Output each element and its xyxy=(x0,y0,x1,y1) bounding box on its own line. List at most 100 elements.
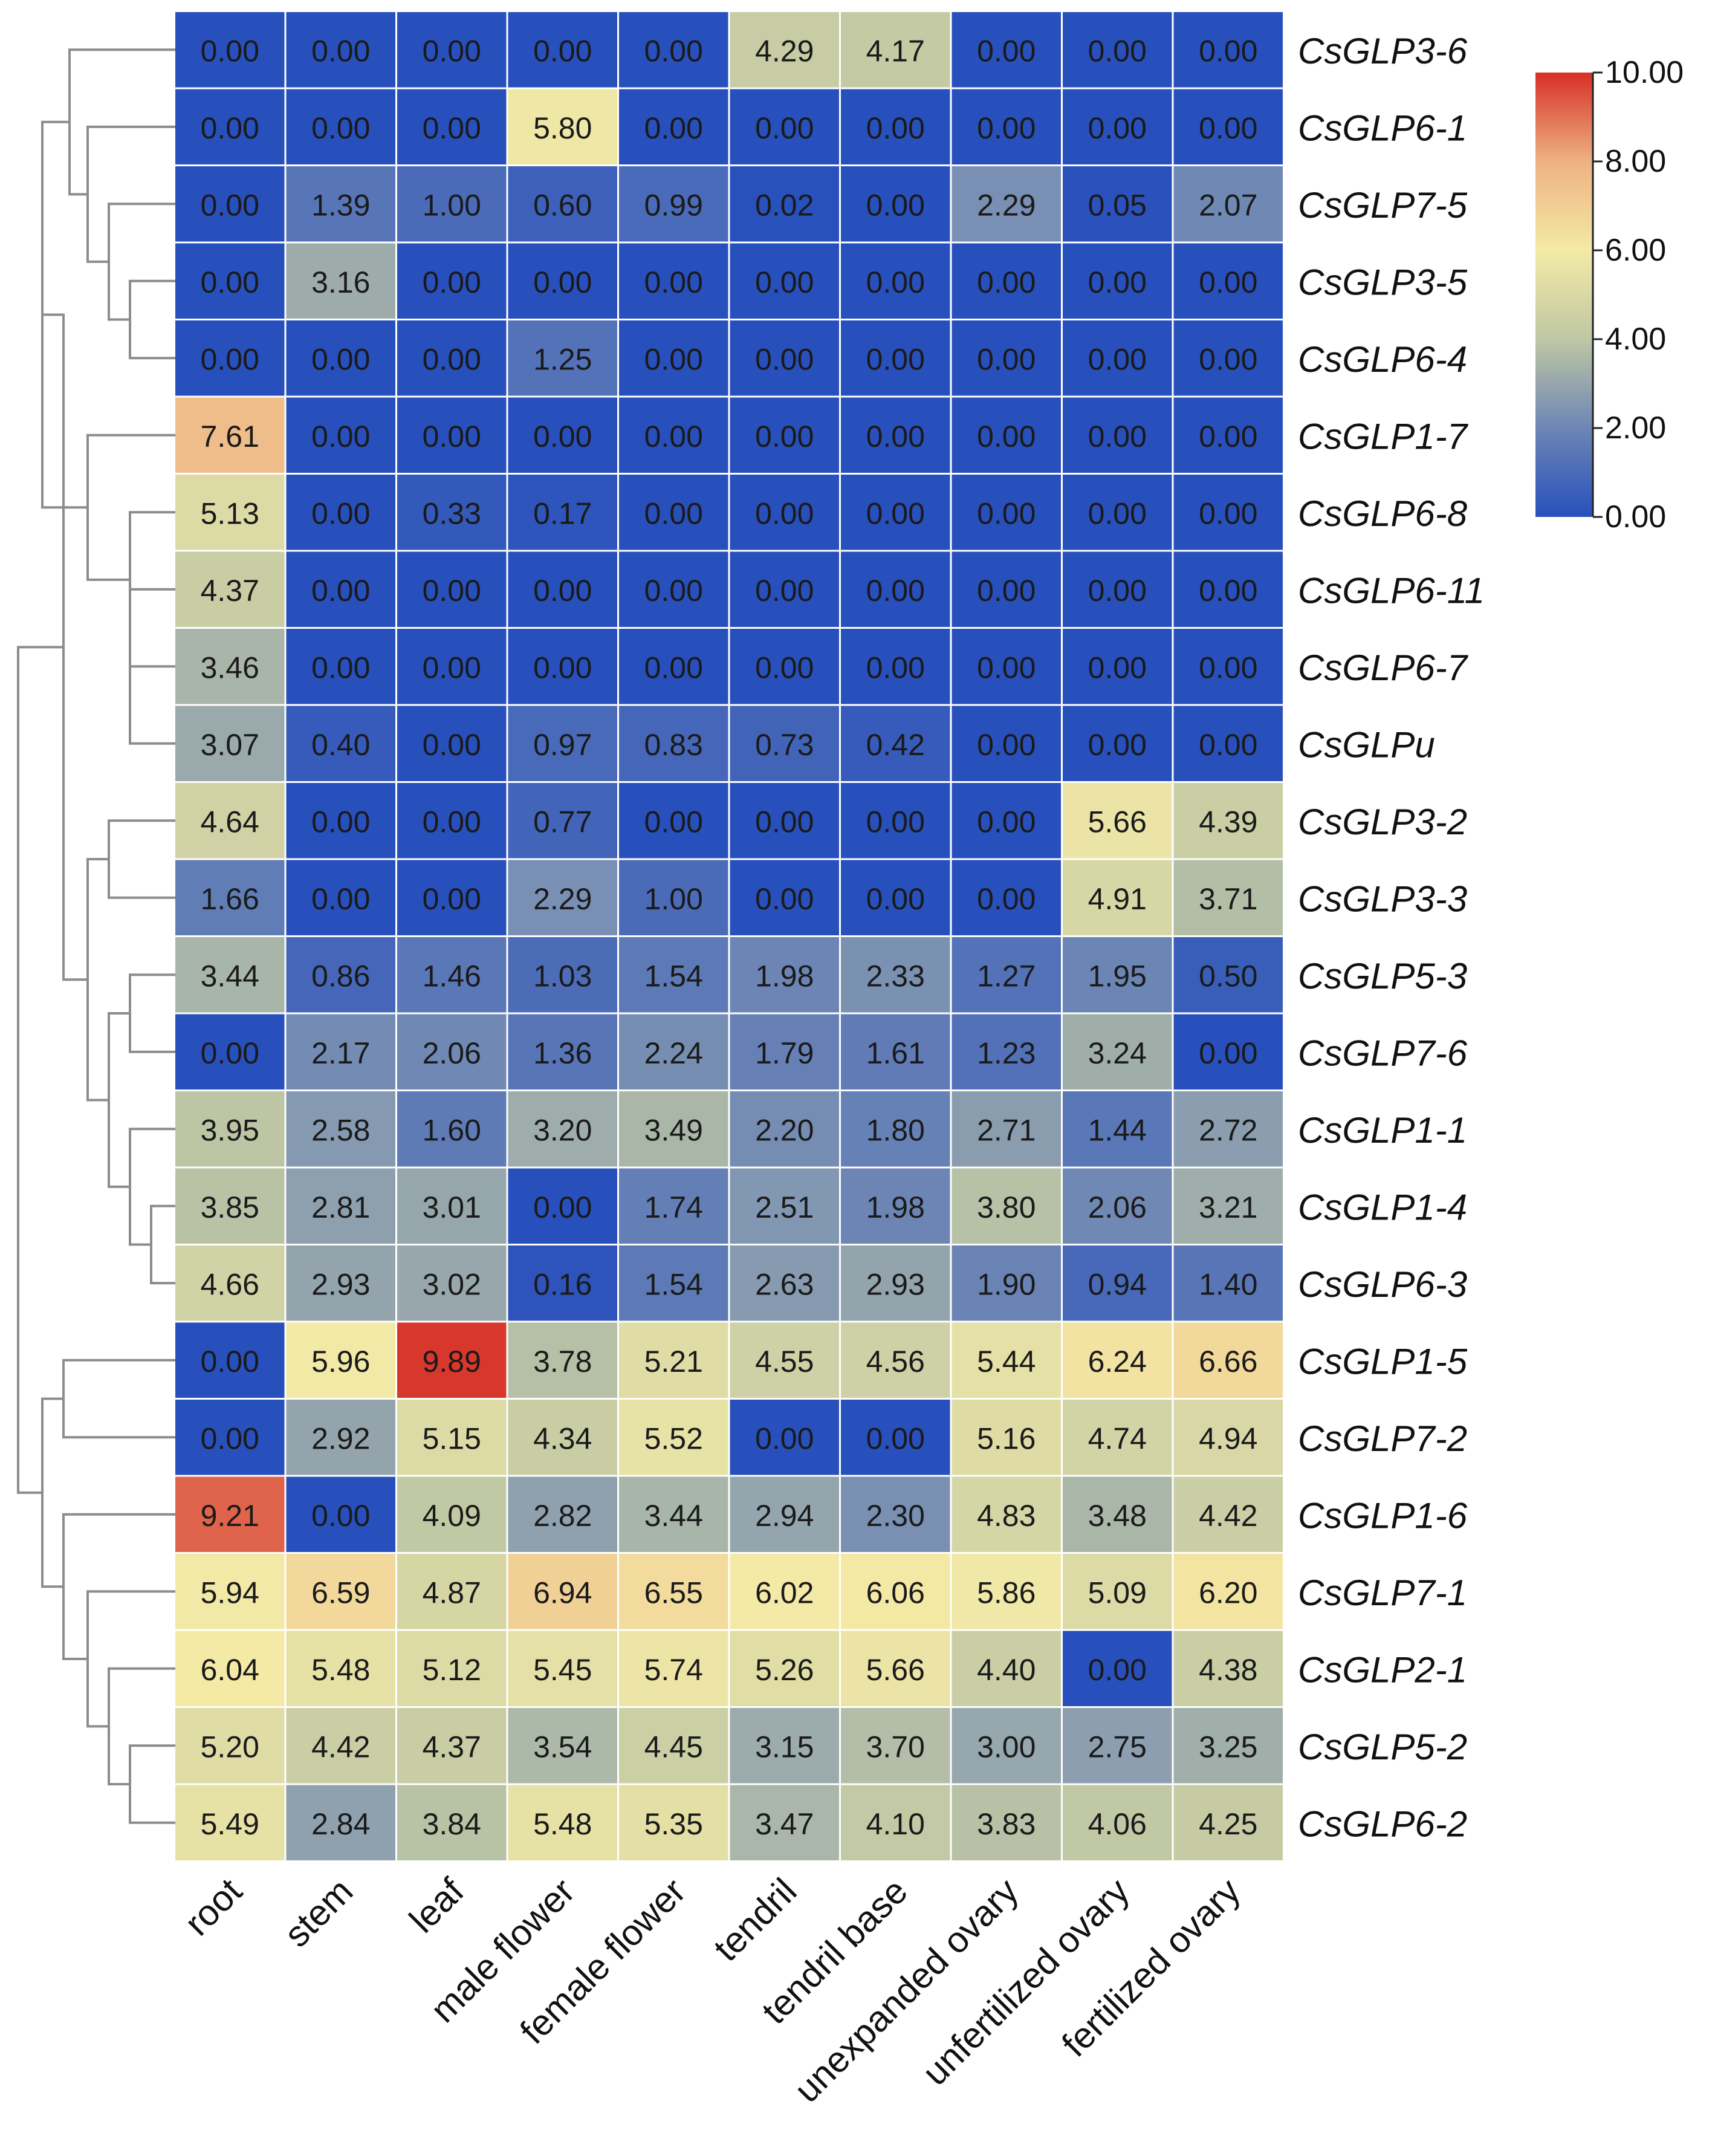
cell-value-label: 5.20 xyxy=(201,1730,259,1764)
cell-value-label: 0.00 xyxy=(1088,34,1147,68)
cell-value-label: 2.30 xyxy=(866,1499,925,1533)
heatmap-cell xyxy=(730,1014,839,1089)
cell-value-label: 0.94 xyxy=(1088,1267,1147,1301)
cell-value-label: 5.52 xyxy=(644,1421,703,1455)
cell-value-label: 0.00 xyxy=(977,651,1036,684)
cell-value-label: 2.84 xyxy=(311,1807,370,1841)
heatmap-cell xyxy=(841,1014,950,1089)
column-label: stem xyxy=(276,1871,360,1955)
cell-value-label: 2.71 xyxy=(977,1113,1036,1147)
cell-value-label: 3.85 xyxy=(201,1190,259,1224)
dendrogram-branch xyxy=(41,1397,63,1588)
heatmap-cell xyxy=(952,551,1061,627)
heatmap-cell xyxy=(730,12,839,88)
heatmap-cell xyxy=(841,1708,950,1784)
heatmap-cell xyxy=(175,1014,285,1089)
cell-value-label: 0.83 xyxy=(644,728,703,762)
cell-value-label: 0.00 xyxy=(866,1421,925,1455)
dendrogram-branch xyxy=(108,203,175,321)
heatmap-cell xyxy=(1063,783,1172,859)
cell-value-label: 3.07 xyxy=(201,728,259,762)
cell-value-label: 1.80 xyxy=(866,1113,925,1147)
heatmap-cell xyxy=(1173,1168,1283,1244)
heatmap-cell xyxy=(286,243,395,319)
cell-value-label: 0.00 xyxy=(1088,265,1147,299)
cell-value-label: 1.74 xyxy=(644,1190,703,1224)
row-label: CsGLP6-4 xyxy=(1298,339,1467,380)
cell-value-label: 0.05 xyxy=(1088,188,1147,222)
heatmap-cell xyxy=(286,397,395,473)
cell-value-label: 5.16 xyxy=(977,1421,1036,1455)
heatmap-cell xyxy=(952,629,1061,704)
heatmap-cell xyxy=(952,1631,1061,1706)
heatmap-cell xyxy=(1173,783,1283,859)
heatmap-cell xyxy=(508,12,617,88)
heatmap-cell xyxy=(286,1476,395,1552)
heatmap-cell xyxy=(1063,320,1172,396)
cell-value-label: 0.00 xyxy=(977,805,1036,839)
cell-value-label: 1.27 xyxy=(977,959,1036,993)
heatmap-cell xyxy=(508,397,617,473)
heatmap-cell xyxy=(397,706,507,781)
heatmap-cell xyxy=(175,551,285,627)
heatmap-cell xyxy=(1063,166,1172,242)
cell-value-label: 5.09 xyxy=(1088,1576,1147,1609)
cell-value-label: 3.49 xyxy=(644,1113,703,1147)
heatmap-cell xyxy=(1173,1400,1283,1475)
heatmap-cell xyxy=(841,1631,950,1706)
heatmap-cell xyxy=(841,860,950,935)
heatmap-cell xyxy=(841,397,950,473)
heatmap-cell xyxy=(619,166,728,242)
cell-value-label: 3.01 xyxy=(423,1190,481,1224)
heatmap-cell xyxy=(286,1554,395,1629)
cell-value-label: 1.54 xyxy=(644,959,703,993)
heatmap-cell xyxy=(1173,320,1283,396)
heatmap-cell xyxy=(397,783,507,859)
heatmap-cell xyxy=(619,706,728,781)
heatmap-cell xyxy=(1063,1785,1172,1860)
cell-value-label: 4.64 xyxy=(201,805,259,839)
row-label: CsGLP1-6 xyxy=(1298,1495,1468,1536)
heatmap-cell xyxy=(730,1785,839,1860)
row-label: CsGLP7-6 xyxy=(1298,1033,1468,1073)
heatmap-cell xyxy=(397,475,507,550)
cell-value-label: 2.75 xyxy=(1088,1730,1147,1764)
heatmap-cell xyxy=(841,1400,950,1475)
dendrogram-branch xyxy=(86,1590,175,1728)
row-label: CsGLP6-3 xyxy=(1298,1264,1467,1305)
heatmap-cell xyxy=(1063,1708,1172,1784)
heatmap-cell xyxy=(175,629,285,704)
cell-value-label: 4.45 xyxy=(644,1730,703,1764)
cell-value-label: 0.17 xyxy=(533,496,592,530)
cell-value-label: 0.00 xyxy=(755,265,814,299)
heatmap-cell xyxy=(1063,860,1172,935)
cell-value-label: 5.48 xyxy=(533,1807,592,1841)
cell-value-label: 3.47 xyxy=(755,1807,814,1841)
heatmap-cell xyxy=(286,1322,395,1398)
heatmap-cell xyxy=(952,1476,1061,1552)
cell-value-label: 0.00 xyxy=(201,1421,259,1455)
cell-value-label: 5.96 xyxy=(311,1345,370,1378)
cell-value-label: 6.02 xyxy=(755,1576,814,1609)
cell-value-label: 0.00 xyxy=(311,882,370,916)
cell-value-label: 2.93 xyxy=(866,1267,925,1301)
heatmap-cell xyxy=(175,166,285,242)
heatmap-cell xyxy=(1173,937,1283,1013)
cell-value-label: 1.39 xyxy=(311,188,370,222)
row-label: CsGLP1-1 xyxy=(1298,1110,1467,1151)
heatmap-cell xyxy=(508,1708,617,1784)
heatmap-cell xyxy=(1063,1014,1172,1089)
cell-value-label: 0.00 xyxy=(755,651,814,684)
heatmap-cell xyxy=(730,706,839,781)
heatmap-cell xyxy=(1173,1476,1283,1552)
cell-value-label: 0.00 xyxy=(1088,651,1147,684)
cell-value-label: 0.00 xyxy=(311,342,370,376)
heatmap-cell xyxy=(1173,243,1283,319)
cell-value-label: 5.86 xyxy=(977,1576,1036,1609)
heatmap-cell xyxy=(286,1014,395,1089)
cell-value-label: 0.00 xyxy=(755,420,814,453)
heatmap-cell xyxy=(397,1554,507,1629)
cell-value-label: 0.00 xyxy=(201,1036,259,1070)
cell-value-label: 0.00 xyxy=(866,496,925,530)
cell-value-label: 0.00 xyxy=(201,111,259,145)
